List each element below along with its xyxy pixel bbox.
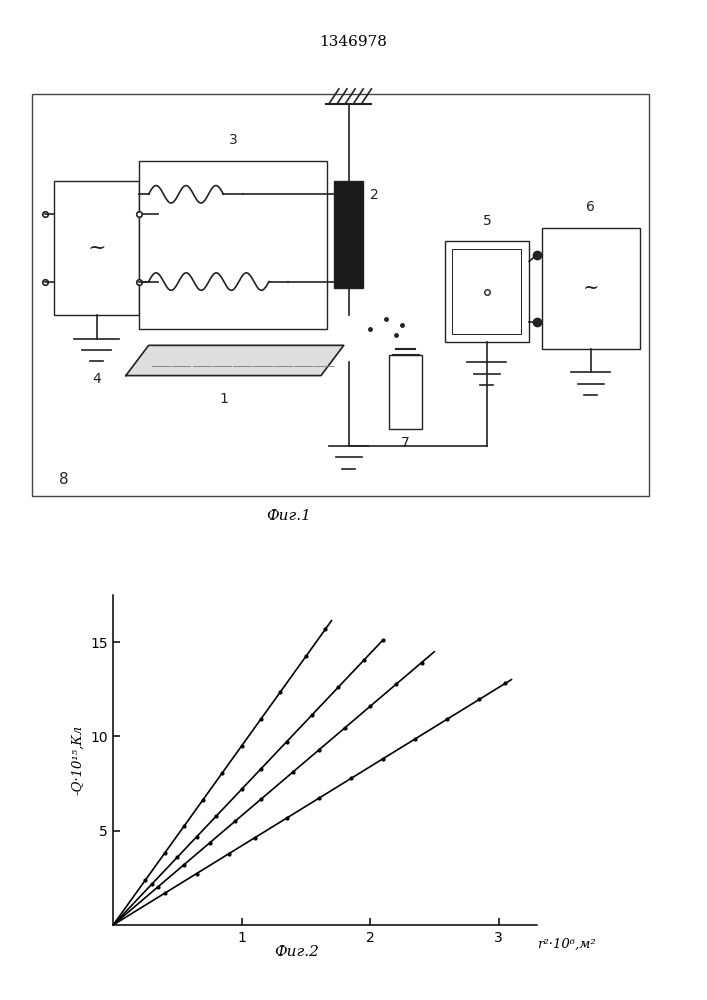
Bar xyxy=(390,355,422,429)
Text: Фиг.2: Фиг.2 xyxy=(274,945,320,959)
Text: ~: ~ xyxy=(583,279,599,297)
Text: r²·10⁶,м²: r²·10⁶,м² xyxy=(537,938,596,951)
Bar xyxy=(445,241,529,342)
Polygon shape xyxy=(126,345,344,376)
Bar xyxy=(334,181,363,288)
Text: 4: 4 xyxy=(92,372,101,386)
Text: 1346978: 1346978 xyxy=(320,35,387,49)
Text: 5: 5 xyxy=(482,214,491,228)
Bar xyxy=(54,181,139,315)
Text: Фиг.1: Фиг.1 xyxy=(266,509,311,523)
Text: 2: 2 xyxy=(370,188,378,202)
Bar xyxy=(452,249,521,334)
Text: ~: ~ xyxy=(87,237,106,259)
Text: 7: 7 xyxy=(401,436,410,450)
Bar xyxy=(542,228,640,349)
Text: 6: 6 xyxy=(587,200,595,214)
Y-axis label: -Q·10¹⁵,Кл: -Q·10¹⁵,Кл xyxy=(71,725,84,795)
Bar xyxy=(139,161,327,329)
Text: 3: 3 xyxy=(229,133,238,147)
Text: 8: 8 xyxy=(59,472,69,487)
Text: 1: 1 xyxy=(219,392,228,406)
Bar xyxy=(32,94,650,496)
